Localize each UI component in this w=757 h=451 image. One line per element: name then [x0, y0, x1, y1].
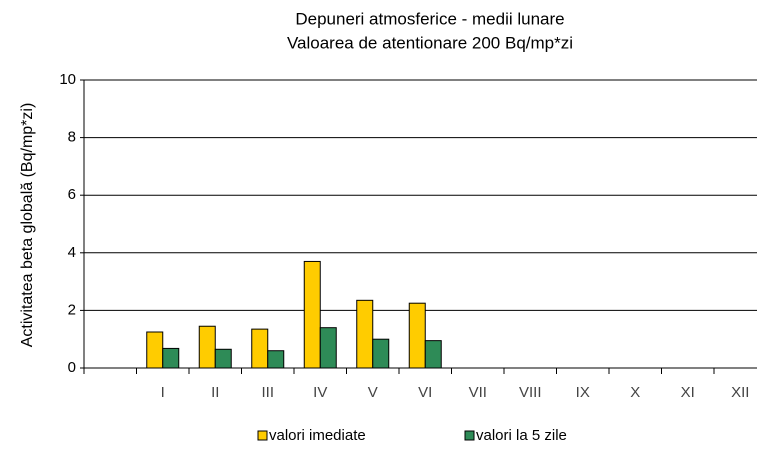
bar: [198, 325, 216, 369]
y-tick-label: 4: [68, 244, 76, 261]
y-tick-label: 2: [68, 301, 76, 318]
x-tick-label: IV: [313, 384, 327, 401]
x-tick-label: V: [368, 384, 378, 401]
x-tick-label: VIII: [519, 384, 542, 401]
bar: [267, 350, 285, 369]
legend-label: valori imediate: [269, 427, 366, 444]
bar: [214, 348, 232, 369]
bar: [303, 260, 321, 369]
x-tick-label: IX: [576, 384, 590, 401]
chart-subtitle: Valoarea de atentionare 200 Bq/mp*zi: [287, 33, 573, 52]
legend-swatch: [257, 430, 268, 441]
y-axis-label: Activitatea beta globală (Bq/mp*zi): [19, 103, 36, 348]
y-tick-label: 6: [68, 186, 76, 203]
x-tick-label: II: [211, 384, 219, 401]
x-tick-label: XII: [731, 384, 749, 401]
bar: [372, 338, 390, 369]
bar: [356, 299, 374, 369]
x-tick-label: XI: [681, 384, 695, 401]
x-tick-label: X: [630, 384, 640, 401]
x-tick-label: VI: [418, 384, 432, 401]
bar: [162, 347, 180, 369]
y-tick-label: 8: [68, 129, 76, 146]
legend-label: valori la 5 zile: [476, 427, 567, 444]
bar: [408, 302, 426, 369]
y-tick-label: 0: [68, 359, 76, 376]
bar: [319, 327, 337, 369]
x-tick-label: VII: [469, 384, 487, 401]
x-tick-label: III: [261, 384, 274, 401]
legend-swatch: [464, 430, 475, 441]
bar: [424, 340, 442, 369]
chart-title: Depuneri atmosferice - medii lunare: [295, 9, 564, 28]
bar: [146, 331, 164, 369]
x-tick-label: I: [161, 384, 165, 401]
bar: [251, 328, 269, 369]
y-tick-label: 10: [59, 71, 76, 88]
